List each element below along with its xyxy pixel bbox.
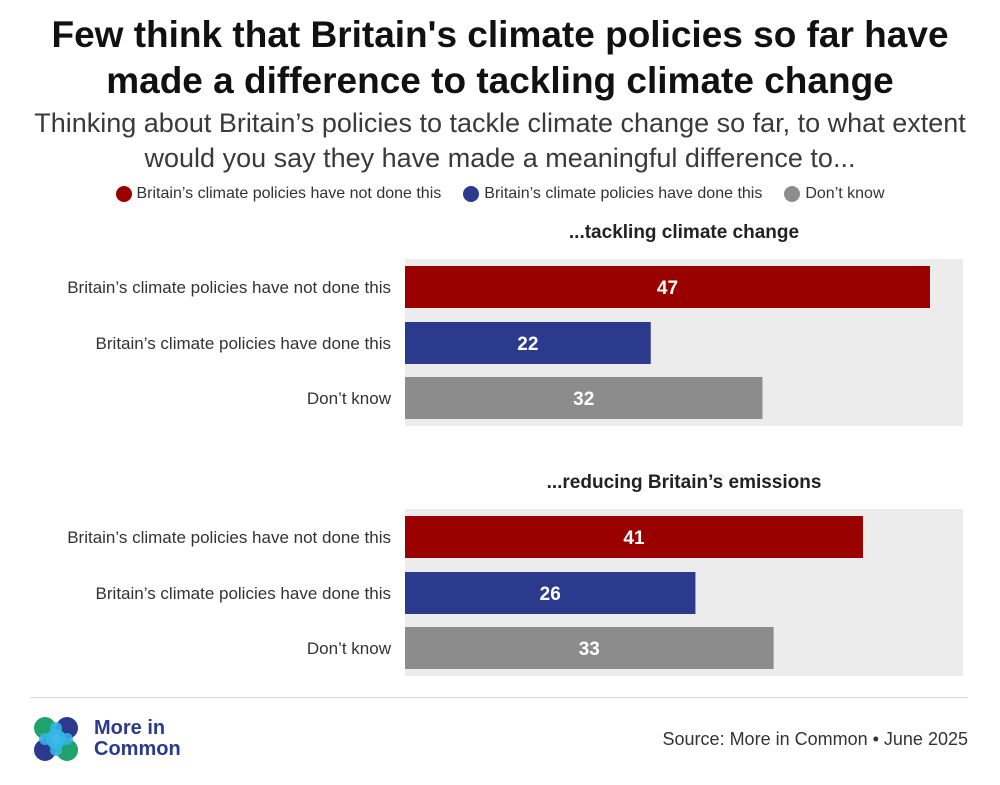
- chart-1-value-label-1: 47: [657, 278, 678, 299]
- legend-swatch-done: [463, 186, 480, 202]
- chart-2-value-label-1: 41: [623, 528, 645, 549]
- legend: Britain’s climate policies have not done…: [0, 183, 1000, 205]
- chart-2-value-label-3: 33: [579, 639, 600, 660]
- chart-1-value-label-2: 22: [517, 334, 538, 355]
- logo-wordmark: More in Common: [94, 718, 181, 760]
- chart-1-bar-1: [405, 266, 930, 308]
- chart-2-category-label-1: Britain’s climate policies have not done…: [67, 528, 391, 547]
- chart-2-value-label-2: 26: [540, 584, 561, 605]
- chart-2-bar-2: [405, 572, 696, 614]
- chart-1-bar-3: [405, 377, 763, 419]
- more-in-common-logo: More in Common: [30, 712, 210, 766]
- chart-subtitle: Thinking about Britain’s policies to tac…: [34, 108, 966, 173]
- chart-2-bar-1: [405, 516, 863, 558]
- legend-label-not-done: Britain’s climate policies have not done…: [136, 185, 442, 202]
- chart-1-category-label-1: Britain’s climate policies have not done…: [67, 278, 391, 297]
- chart-2-bar-3: [405, 627, 774, 669]
- footer-divider: [30, 697, 968, 698]
- chart-2-category-label-2: Britain’s climate policies have done thi…: [96, 584, 391, 603]
- chart-2-category-label-3: Don’t know: [307, 639, 392, 658]
- chart-title: Few think that Britain's climate policie…: [51, 14, 949, 101]
- chart-1-value-label-3: 32: [573, 389, 594, 410]
- legend-swatch-not-done: [115, 186, 132, 202]
- legend-item-not-done: Britain’s climate policies have not done…: [115, 183, 442, 205]
- chart-1-title: ...tackling climate change: [569, 222, 799, 243]
- logo-line-2: Common: [94, 738, 181, 760]
- legend-item-dont-know: Don’t know: [784, 183, 885, 205]
- legend-swatch-dont-know: [784, 186, 801, 202]
- chart-1-bar-2: [405, 322, 651, 364]
- logo-icon: [34, 717, 78, 761]
- chart-1-category-label-3: Don’t know: [307, 389, 392, 408]
- chart-2-title: ...reducing Britain’s emissions: [547, 472, 822, 493]
- bar-charts: ...tackling climate change 47 Britain’s cl…: [67, 222, 963, 676]
- chart-1-category-label-2: Britain’s climate policies have done thi…: [96, 334, 391, 353]
- legend-item-done: Britain’s climate policies have done thi…: [463, 183, 762, 205]
- legend-label-done: Britain’s climate policies have done thi…: [484, 185, 763, 202]
- source-note: Source: More in Common • June 2025: [662, 729, 968, 749]
- legend-label-dont-know: Don’t know: [805, 185, 885, 202]
- logo-line-1: More in: [94, 717, 166, 739]
